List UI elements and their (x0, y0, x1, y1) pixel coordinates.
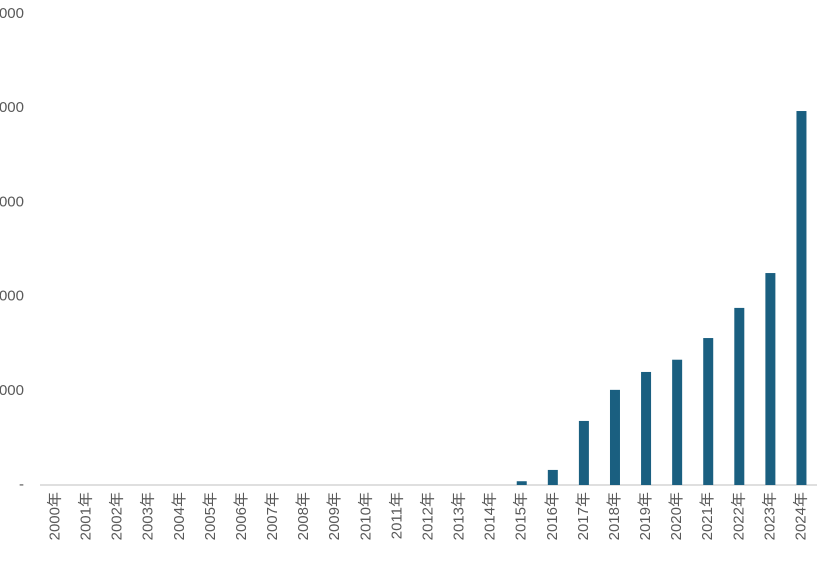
x-tick-label: 2014年 (482, 492, 499, 540)
bar (578, 420, 589, 485)
x-tick-label: 2007年 (264, 492, 281, 540)
x-tick-label: 2009年 (326, 492, 343, 540)
bar (609, 389, 620, 485)
y-tick-label: 3,000 (0, 193, 24, 210)
x-tick-label: 2013年 (451, 492, 468, 540)
x-tick-label: 2012年 (419, 492, 436, 540)
x-tick-label: 2001年 (78, 492, 95, 540)
y-tick-label: - (19, 476, 24, 493)
bar (765, 273, 776, 485)
y-tick-label: 2,000 (0, 288, 24, 305)
x-tick-label: 2003年 (140, 492, 157, 540)
x-tick-label: 2015年 (513, 492, 530, 540)
x-tick-label: 2000年 (47, 492, 64, 540)
bar (703, 338, 714, 485)
x-tick-label: 2010年 (357, 492, 374, 540)
bar (547, 469, 558, 485)
x-tick-label: 2005年 (202, 492, 219, 540)
y-tick-label: 4,000 (0, 99, 24, 116)
x-tick-label: 2002年 (109, 492, 126, 540)
x-tick-label: 2019年 (637, 492, 654, 540)
x-tick-label: 2021年 (699, 492, 716, 540)
x-tick-label: 2023年 (761, 492, 778, 540)
x-tick-label: 2006年 (233, 492, 250, 540)
bar (516, 481, 527, 485)
bar (734, 307, 745, 485)
x-tick-label: 2018年 (606, 492, 623, 540)
x-tick-label: 2008年 (295, 492, 312, 540)
bar (672, 359, 683, 485)
x-tick-label: 2016年 (544, 492, 561, 540)
x-tick-label: 2017年 (575, 492, 592, 540)
y-tick-label: 1,000 (0, 382, 24, 399)
bar (641, 371, 652, 485)
x-tick-label: 2011年 (388, 492, 405, 539)
x-tick-label: 2020年 (668, 492, 685, 540)
x-tick-label: 2004年 (171, 492, 188, 540)
bar (796, 111, 807, 485)
y-tick-label: 5,000 (0, 5, 24, 22)
x-tick-label: 2024年 (792, 492, 809, 540)
x-tick-label: 2022年 (730, 492, 747, 540)
